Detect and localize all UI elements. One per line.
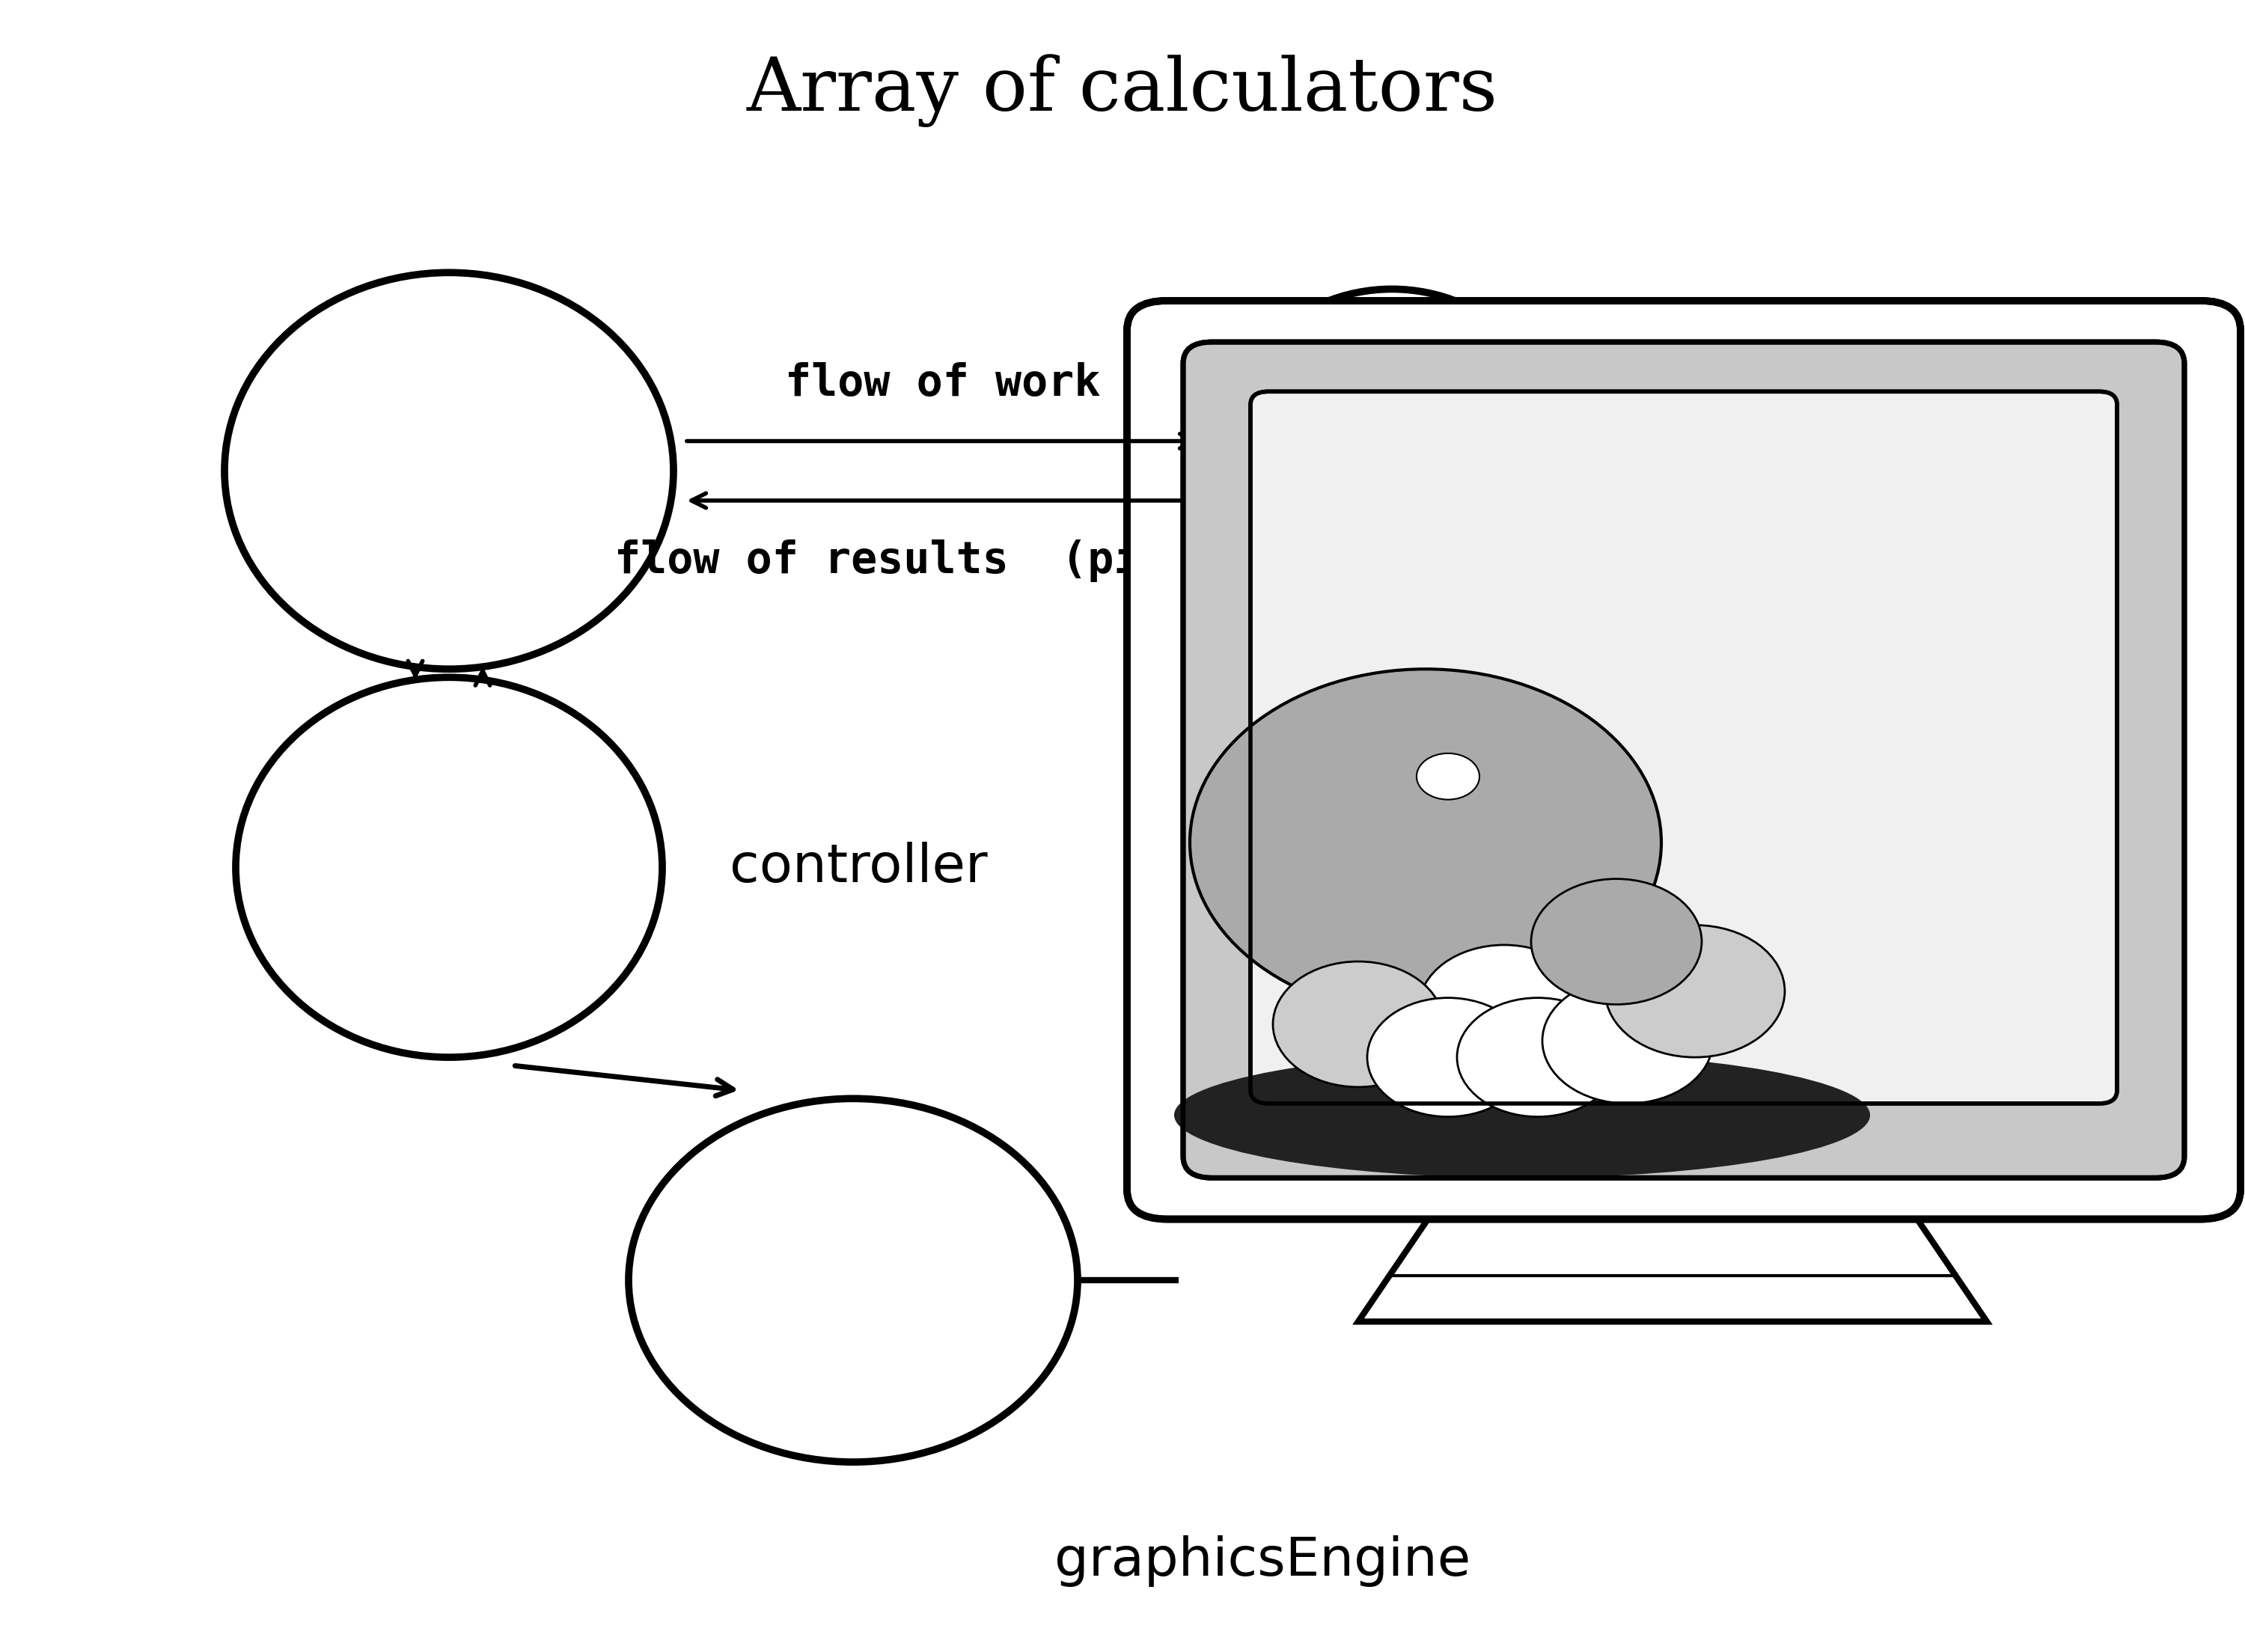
Ellipse shape <box>629 1099 1078 1462</box>
Ellipse shape <box>1174 1052 1870 1178</box>
Ellipse shape <box>1190 669 1661 1016</box>
Ellipse shape <box>1531 879 1702 1004</box>
Ellipse shape <box>1417 753 1479 800</box>
FancyBboxPatch shape <box>1127 301 2241 1219</box>
Ellipse shape <box>236 677 662 1057</box>
Text: flow of results  (pixels): flow of results (pixels) <box>615 537 1271 582</box>
Ellipse shape <box>1542 978 1713 1104</box>
Text: Array of calculators: Array of calculators <box>748 55 1497 127</box>
Ellipse shape <box>1457 998 1619 1117</box>
Text: flow of work: flow of work <box>786 362 1100 405</box>
Polygon shape <box>1358 1189 1987 1322</box>
FancyBboxPatch shape <box>1250 392 2117 1104</box>
Ellipse shape <box>1367 998 1529 1117</box>
Text: controller: controller <box>730 841 988 894</box>
Ellipse shape <box>224 273 674 669</box>
FancyBboxPatch shape <box>1183 342 2184 1178</box>
Text: graphicsEngine: graphicsEngine <box>1055 1535 1470 1588</box>
Ellipse shape <box>1212 289 1572 653</box>
Ellipse shape <box>1273 961 1444 1087</box>
Ellipse shape <box>1419 945 1589 1070</box>
Ellipse shape <box>1605 925 1785 1057</box>
